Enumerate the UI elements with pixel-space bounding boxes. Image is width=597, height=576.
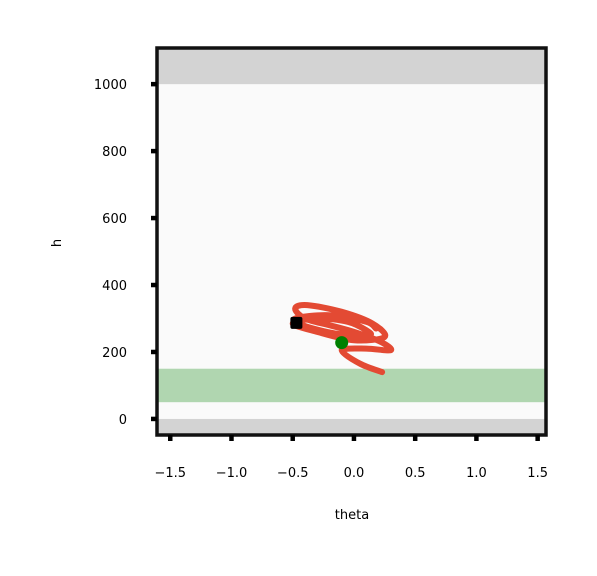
x-tick-label: 0.0 [344, 466, 365, 481]
y-axis-label: h [50, 239, 65, 247]
markers-layer [290, 316, 349, 350]
y-tick-label: 0 [119, 413, 127, 428]
y-tick-label: 400 [102, 279, 127, 294]
upper-bound-region [158, 49, 545, 85]
plot-border [155, 46, 548, 437]
x-tick-label: 1.0 [466, 466, 487, 481]
x-tick-label: −1.0 [216, 466, 248, 481]
x-tick-label: 1.5 [527, 466, 548, 481]
y-tick-label: 1000 [94, 78, 127, 93]
x-tick-label: −0.5 [277, 466, 309, 481]
y-axis: 0 200 400 600 800 1000 [94, 78, 157, 428]
x-axis-label: theta [335, 508, 369, 523]
start-marker [335, 336, 349, 350]
y-tick-label: 800 [102, 145, 127, 160]
x-tick-label: 0.5 [405, 466, 426, 481]
end-marker [290, 316, 303, 329]
lower-bound-region [158, 418, 545, 434]
trajectory-line-0 [289, 302, 395, 376]
target-band-region [158, 368, 545, 403]
y-tick-label: 600 [102, 212, 127, 227]
x-tick-label: −1.5 [154, 466, 186, 481]
plot-frame [155, 46, 548, 437]
trajectory-layer [289, 302, 395, 376]
x-axis: −1.5 −1.0 −0.5 0.0 0.5 1.0 1.5 [154, 435, 548, 481]
regions-layer [158, 49, 545, 434]
y-tick-label: 200 [102, 346, 127, 361]
